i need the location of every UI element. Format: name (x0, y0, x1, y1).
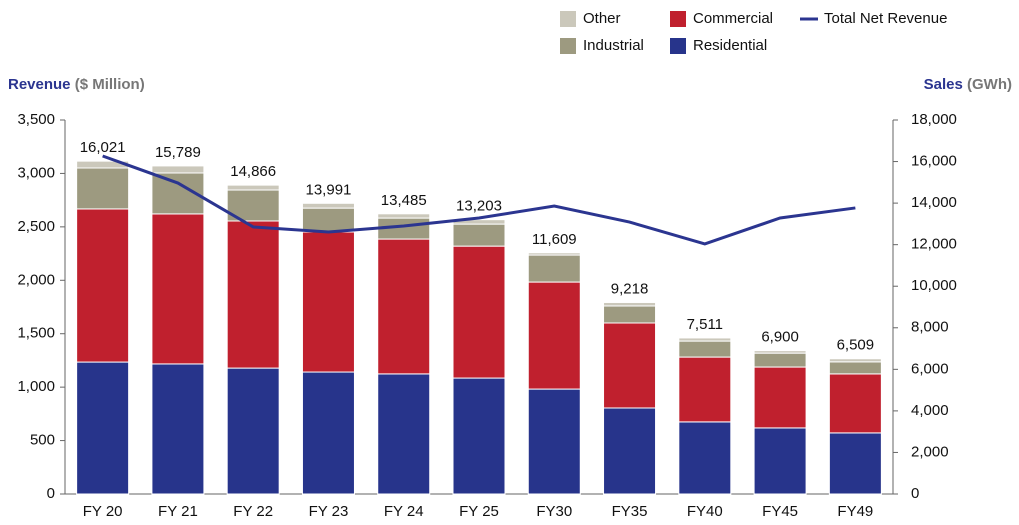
bar-segment (828, 432, 882, 495)
bar-segment (527, 254, 581, 283)
x-tick-label: FY 25 (459, 503, 499, 520)
y-axis-unit: ($ Million) (75, 76, 145, 93)
bar-segment (753, 350, 807, 354)
y2-tick-label: 4,000 (911, 402, 949, 419)
y2-tick-label: 2,000 (911, 443, 949, 460)
bar-segment (76, 361, 130, 495)
x-tick-label: FY 23 (309, 503, 349, 520)
legend-label: Residential (693, 37, 767, 54)
y2-axis-label: Sales (924, 76, 963, 93)
x-tick-label: FY 22 (233, 503, 273, 520)
bar-segment (226, 367, 280, 495)
bar-segment (828, 358, 882, 363)
x-tick-label: FY 21 (158, 503, 198, 520)
y2-tick-label: 10,000 (911, 277, 957, 294)
y-tick-label: 1,500 (17, 325, 55, 342)
bar-segment (377, 213, 431, 219)
legend-label: Other (583, 10, 621, 27)
bar-segment (678, 356, 732, 423)
legend-swatch (670, 11, 686, 27)
bar-segment (151, 165, 205, 174)
bar-segment (753, 366, 807, 429)
bar-segment (226, 189, 280, 222)
bar-segment (678, 337, 732, 342)
legend-swatch (560, 11, 576, 27)
bar-segment (527, 281, 581, 390)
y-tick-label: 1,000 (17, 378, 55, 395)
bar-segment (603, 322, 657, 409)
y2-tick-label: 12,000 (911, 236, 957, 253)
bar-segment (828, 373, 882, 434)
bar-segment (603, 305, 657, 324)
bar-segment (452, 245, 506, 379)
y-axis-title: Revenue ($ Million) (8, 76, 145, 93)
line-series (102, 154, 856, 246)
y2-tick-label: 0 (911, 485, 919, 502)
y-axis-label: Revenue (8, 76, 71, 93)
x-tick-label: FY40 (687, 503, 723, 520)
bar-segment (226, 220, 280, 369)
bar-segment (151, 213, 205, 365)
y-tick-label: 2,000 (17, 271, 55, 288)
total-label: 7,511 (687, 316, 723, 333)
x-tick-label: FY 24 (384, 503, 424, 520)
y-tick-label: 3,000 (17, 164, 55, 181)
x-tick-label: FY45 (762, 503, 798, 520)
x-tick-label: FY30 (536, 503, 572, 520)
total-label: 9,218 (611, 280, 649, 297)
legend-label: Industrial (583, 37, 644, 54)
bar-segment (753, 427, 807, 495)
y2-axis-title: Sales (GWh) (924, 76, 1012, 93)
total-label: 11,609 (532, 231, 577, 248)
bar-segment (76, 208, 130, 363)
bar-segment (753, 352, 807, 368)
legend-label: Commercial (693, 10, 773, 27)
bar-segment (452, 377, 506, 495)
bar-segment (301, 207, 355, 233)
bar-segment (226, 184, 280, 191)
total-label: 13,203 (456, 198, 502, 215)
y2-axis-unit: (GWh) (967, 76, 1012, 93)
bar-segment (678, 340, 732, 358)
legend-swatch (560, 38, 576, 54)
bar-segment (301, 371, 355, 495)
x-tick-label: FY49 (837, 503, 873, 520)
y2-tick-label: 8,000 (911, 319, 949, 336)
total-label: 15,789 (155, 144, 201, 161)
x-tick-label: FY 20 (83, 503, 123, 520)
total-label: 14,866 (230, 163, 276, 180)
y2-tick-label: 18,000 (911, 111, 957, 128)
legend-swatch (670, 38, 686, 54)
total-label: 13,991 (306, 181, 352, 198)
legend-label: Total Net Revenue (824, 10, 947, 27)
y2-tick-label: 6,000 (911, 360, 949, 377)
bar-segment (678, 421, 732, 495)
bar-segment (301, 231, 355, 373)
y2-tick-label: 16,000 (911, 153, 957, 170)
bar-segment (603, 301, 657, 307)
bar-segment (301, 202, 355, 209)
bar-segment (452, 223, 506, 247)
bar-segment (828, 361, 882, 375)
bar-segment (76, 167, 130, 210)
total-label: 6,509 (837, 337, 875, 354)
y-tick-label: 3,500 (17, 111, 55, 128)
bar-segment (151, 363, 205, 495)
bar-segment (603, 407, 657, 495)
bar-segment (527, 388, 581, 495)
total-label: 16,021 (80, 139, 126, 156)
total-label: 6,900 (761, 329, 799, 346)
y-tick-label: 0 (47, 485, 55, 502)
total-label: 13,485 (381, 192, 427, 209)
bar-segment (527, 252, 581, 256)
y2-tick-label: 14,000 (911, 194, 957, 211)
y-tick-label: 500 (30, 432, 55, 449)
bar-segment (377, 373, 431, 495)
y-tick-label: 2,500 (17, 218, 55, 235)
bar-segment (377, 238, 431, 375)
x-tick-label: FY35 (612, 503, 648, 520)
